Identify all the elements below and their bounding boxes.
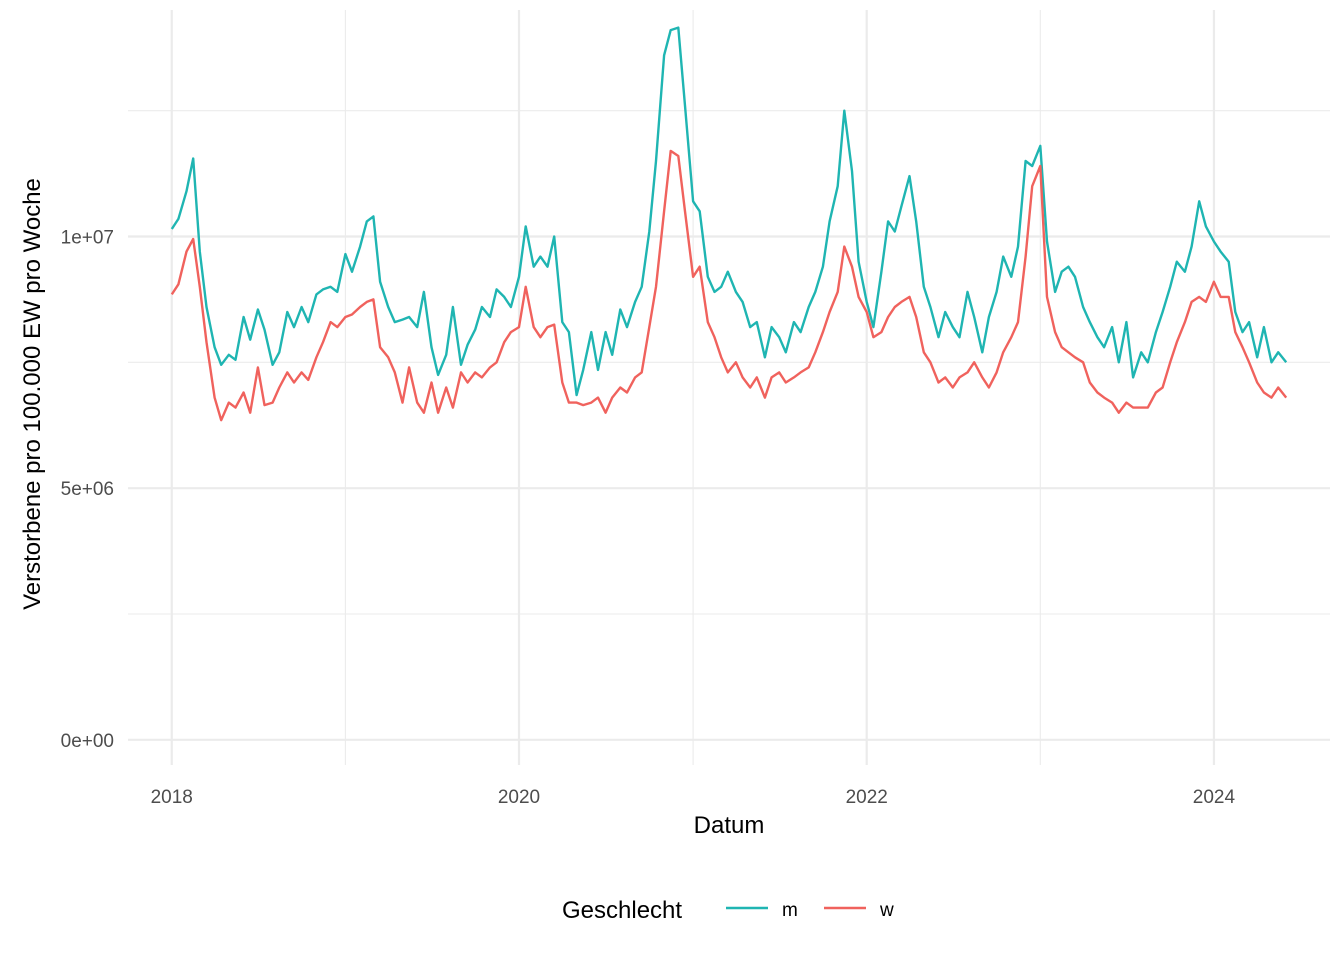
legend-label-w: w [879,900,894,921]
series-lines [170,26,1288,422]
y-tick-label: 1e+07 [61,228,114,249]
x-tick-label: 2022 [846,787,888,808]
x-axis-title: Datum [694,812,765,839]
legend-label-m: m [782,900,798,921]
x-tick-label: 2024 [1193,787,1236,808]
x-tick-label: 2018 [151,787,193,808]
y-axis-tick-labels: 0e+00 5e+06 1e+07 [61,228,114,752]
series-line-w [170,149,1288,422]
series-line-m [170,26,1288,397]
y-tick-label: 0e+00 [61,731,114,752]
y-axis-title: Verstorbene pro 100.000 EW pro Woche [19,178,46,610]
y-tick-label: 5e+06 [61,479,114,500]
grid-lines [128,10,1330,765]
legend-title: Geschlecht [562,897,682,924]
x-tick-label: 2020 [498,787,540,808]
x-axis-tick-labels: 2018 2020 2022 2024 [151,787,1236,808]
